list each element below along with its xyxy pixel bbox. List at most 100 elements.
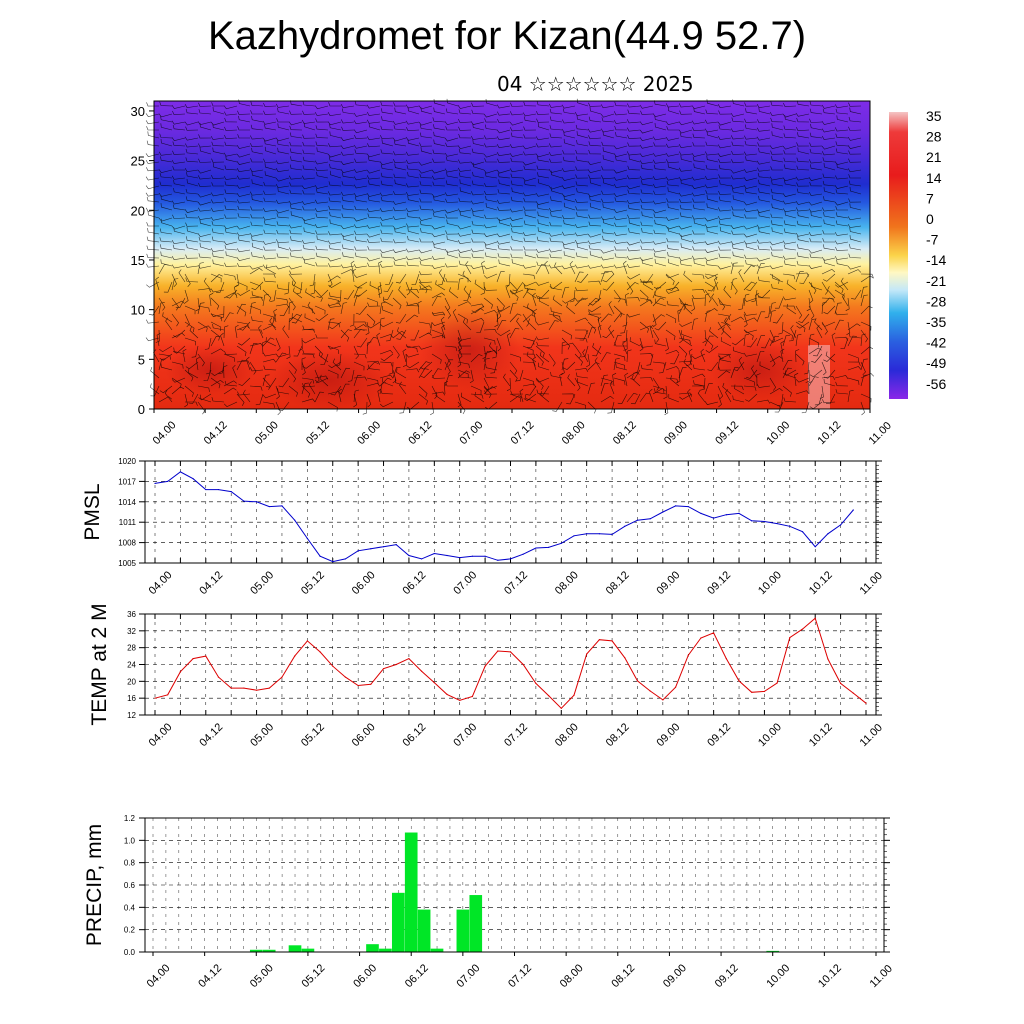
wind-barb	[210, 297, 220, 310]
wind-barb	[745, 259, 758, 267]
wind-barb	[431, 368, 442, 379]
wind-barb	[261, 341, 267, 355]
wind-barb	[355, 196, 368, 203]
wind-barb	[704, 119, 719, 124]
wind-barb	[444, 297, 451, 312]
data-point	[192, 658, 194, 660]
wind-barb	[431, 329, 443, 338]
wind-barb	[808, 381, 813, 395]
x-tick-label: 11.00	[858, 722, 885, 749]
y-tick-label: 16	[127, 694, 136, 703]
wind-barb	[445, 230, 459, 235]
wind-barb	[159, 237, 173, 243]
wind-barb	[431, 233, 446, 238]
wind-barb	[198, 393, 212, 401]
wind-barb	[757, 293, 771, 299]
wind-barb	[743, 317, 758, 323]
wind-barb	[784, 115, 797, 123]
wind-barb	[743, 177, 758, 181]
wind-barb	[835, 389, 849, 395]
wind-barb	[160, 195, 173, 203]
wind-barb	[160, 363, 173, 371]
wind-barb	[702, 329, 707, 343]
wind-barb	[366, 361, 379, 371]
wind-barb	[510, 173, 524, 179]
wind-barb	[266, 264, 277, 275]
x-tick-label: 09.12	[705, 721, 733, 749]
precip-bar	[456, 909, 470, 952]
wind-barb	[380, 237, 394, 243]
wind-barb	[340, 169, 355, 174]
wind-barb	[709, 327, 719, 339]
wind-barb	[860, 286, 868, 299]
data-point	[332, 665, 334, 667]
wind-barb	[600, 271, 609, 283]
wind-barb	[289, 148, 303, 155]
wind-barb	[185, 108, 199, 115]
data-point	[446, 554, 448, 557]
wind-barb	[210, 313, 223, 322]
wind-barb	[692, 246, 706, 251]
wind-barb	[836, 212, 849, 219]
wind-barb	[509, 289, 519, 302]
plot-frame	[144, 460, 877, 564]
wind-barb	[665, 273, 675, 286]
wind-barb	[563, 219, 576, 227]
wind-barb	[251, 252, 264, 259]
wind-barb	[613, 231, 628, 236]
wind-barb	[797, 244, 810, 251]
wind-barb	[484, 390, 498, 395]
wind-barb	[614, 197, 628, 203]
wind-barb	[509, 328, 520, 339]
data-point	[827, 533, 829, 535]
data-point	[662, 511, 664, 513]
wind-barb	[860, 373, 875, 379]
wind-barb	[498, 179, 511, 187]
wind-barb	[402, 348, 407, 363]
wind-barb	[575, 206, 589, 211]
y-tick-label: 28	[127, 644, 136, 653]
precip-panel: 1.21.00.80.60.40.20.004.00 04.12 05.00 05.1…	[83, 814, 895, 990]
wind-barb	[535, 136, 550, 141]
wind-barb	[445, 142, 459, 147]
data-point	[408, 554, 410, 557]
wind-barb	[310, 281, 316, 295]
wind-barb	[338, 388, 342, 403]
wind-barb	[382, 306, 394, 315]
wind-barb	[666, 244, 680, 251]
wind-barb	[550, 170, 563, 179]
wind-barb	[147, 228, 160, 235]
wind-barb	[744, 118, 758, 123]
wind-barb	[717, 207, 732, 212]
wind-barb	[782, 113, 797, 118]
wind-barb	[457, 361, 470, 369]
wind-barb	[784, 180, 797, 187]
wind-barb	[341, 172, 355, 179]
wind-barb	[327, 318, 335, 331]
wind-barb	[353, 287, 363, 299]
y-axis-title: PMSL	[81, 483, 104, 540]
wind-barb	[691, 176, 706, 181]
wind-barb	[536, 110, 550, 116]
wind-barb	[587, 280, 601, 285]
wind-barb	[262, 358, 277, 363]
precip-bar	[417, 909, 431, 952]
x-tick-label: 11.00	[868, 963, 895, 990]
data-point	[751, 691, 753, 693]
wind-barb	[653, 252, 667, 259]
wind-barb	[801, 401, 810, 414]
wind-barb	[211, 158, 225, 163]
wind-barb	[670, 375, 680, 387]
wind-barb	[199, 394, 212, 403]
wind-barb	[821, 151, 836, 156]
wind-barb	[445, 156, 459, 163]
wind-barb	[204, 337, 212, 350]
wind-barb	[485, 202, 498, 211]
colorbar-label: 14	[926, 170, 942, 186]
wind-barb	[769, 310, 776, 323]
wind-barb	[734, 384, 745, 395]
wind-barb	[341, 126, 355, 131]
y-tick-label: 0.8	[124, 859, 136, 868]
wind-barb	[263, 277, 277, 283]
x-tick-label: 10.12	[816, 962, 844, 990]
